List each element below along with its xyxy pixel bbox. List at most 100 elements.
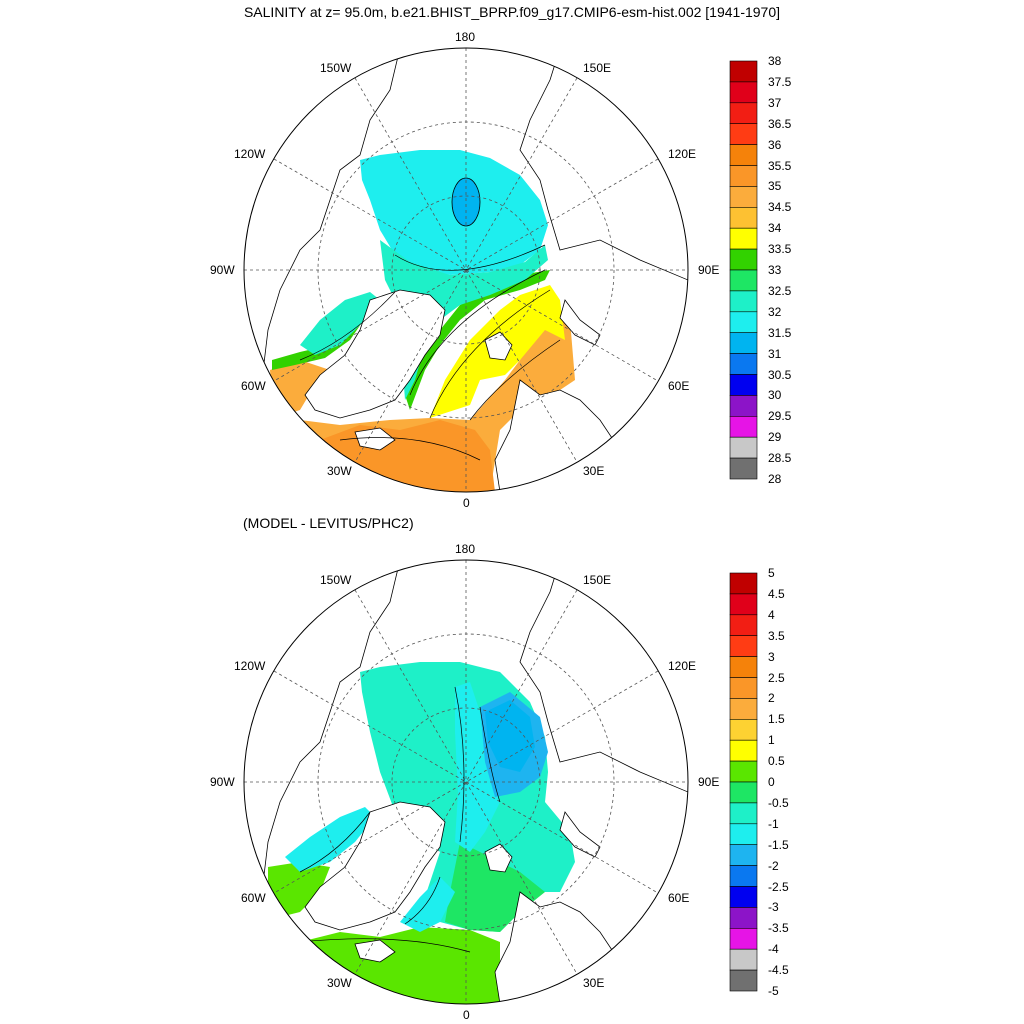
difference-colorbar-swatch-10 bbox=[729, 781, 758, 804]
novaya-zemlya-land bbox=[559, 811, 601, 858]
difference-polar-map bbox=[243, 559, 758, 1005]
baffin-green-band bbox=[272, 292, 410, 370]
label-90e: 90E bbox=[698, 263, 720, 277]
label-120e: 120E bbox=[668, 147, 697, 161]
salinity-colorbar-tick-label: 36 bbox=[768, 137, 782, 152]
salinity-colorbar-swatch-8 bbox=[729, 227, 758, 250]
difference-colorbar-swatch-4 bbox=[729, 656, 758, 678]
salinity-polar-map bbox=[243, 47, 758, 493]
contour-lines bbox=[299, 244, 561, 461]
difference-colorbar-swatch-16 bbox=[729, 907, 758, 929]
difference-colorbar-tick-label: 0 bbox=[768, 775, 775, 789]
difference-colorbar-tick-label: 3 bbox=[768, 649, 775, 664]
salinity-colorbar-swatch-14 bbox=[729, 353, 758, 375]
difference-colorbar-swatch-14 bbox=[729, 865, 758, 887]
salinity-colorbar-tick-label: 30.5 bbox=[768, 367, 792, 382]
salinity-colorbar-swatch-9 bbox=[729, 248, 758, 271]
salinity-colorbar-tick-label: 33 bbox=[768, 263, 782, 277]
salinity-colorbar-tick-label: 29.5 bbox=[768, 409, 792, 424]
difference-colorbar-swatch-19 bbox=[729, 969, 758, 992]
salinity-colorbar-swatch-0 bbox=[729, 60, 758, 83]
salinity-colorbar-swatch-13 bbox=[729, 332, 758, 354]
label-120w: 120W bbox=[234, 147, 266, 161]
salinity-colorbar-swatch-15 bbox=[729, 374, 758, 396]
difference-colorbar-swatch-11 bbox=[729, 802, 758, 825]
north-atlantic-darker-region bbox=[320, 420, 495, 492]
difference-colorbar-swatch-7 bbox=[729, 719, 758, 741]
map-boundary bbox=[243, 47, 689, 493]
iceland-land bbox=[354, 939, 396, 963]
difference-colorbar-tick-label: -2 bbox=[768, 858, 779, 873]
salinity-colorbar-tick-label: 31 bbox=[768, 346, 782, 361]
salinity-colorbar-tick-label: 37 bbox=[768, 95, 782, 110]
difference-colorbar-swatch-8 bbox=[729, 739, 758, 762]
salinity-colorbar-swatch-10 bbox=[729, 269, 758, 292]
salinity-colorbar-swatch-2 bbox=[729, 102, 758, 125]
salinity-colorbar-swatch-3 bbox=[729, 123, 758, 145]
difference-colorbar-tick-label: 0.5 bbox=[768, 754, 785, 769]
difference-colorbar-tick-label: -3 bbox=[768, 900, 779, 915]
salinity-colorbar-tick-label: 31.5 bbox=[768, 325, 792, 340]
svalbard-land bbox=[484, 843, 513, 873]
difference-colorbar-swatch-1 bbox=[729, 593, 758, 616]
salinity-colorbar-swatch-19 bbox=[729, 457, 758, 480]
salinity-colorbar-swatch-16 bbox=[729, 395, 758, 417]
difference-colorbar-tick-label: -1.5 bbox=[768, 837, 789, 852]
graticule bbox=[244, 48, 688, 492]
difference-colorbar-tick-label: -5 bbox=[768, 984, 779, 998]
difference-colorbar-tick-label: -4.5 bbox=[768, 963, 789, 978]
salinity-colorbar-tick-label: 35 bbox=[768, 179, 782, 194]
contour-lines bbox=[299, 686, 501, 953]
salinity-map-panel: 180 0 90W 90E 150W 120W 150E 120E 60W 30… bbox=[0, 0, 1024, 510]
salinity-colorbar-tick-label: 30 bbox=[768, 388, 782, 403]
difference-colorbar-swatch-5 bbox=[729, 677, 758, 699]
label-150w: 150W bbox=[320, 61, 352, 75]
salinity-colorbar-tick-label: 36.5 bbox=[768, 116, 792, 131]
svalbard-land bbox=[484, 331, 513, 361]
salinity-colorbar-swatch-12 bbox=[729, 311, 758, 333]
salinity-colorbar-tick-label: 32 bbox=[768, 304, 782, 319]
eurasian-basin-aqua-region bbox=[380, 240, 548, 400]
difference-colorbar-tick-label: 2 bbox=[768, 691, 775, 706]
greenland-land bbox=[304, 801, 446, 931]
iceland-land bbox=[354, 427, 396, 451]
beaufort-gyre-low-core bbox=[451, 177, 481, 227]
label-150w: 150W bbox=[320, 573, 352, 587]
salinity-colorbar-tick-label: 28 bbox=[768, 472, 782, 486]
difference-colorbar-swatch-15 bbox=[729, 886, 758, 908]
salinity-colorbar-tick-label: 34.5 bbox=[768, 200, 792, 215]
salinity-colorbar bbox=[729, 60, 758, 480]
difference-colorbar-swatch-18 bbox=[729, 948, 758, 971]
label-30e: 30E bbox=[583, 976, 605, 990]
label-120e: 120E bbox=[668, 659, 697, 673]
labrador-green-region bbox=[268, 862, 330, 917]
salinity-colorbar-tick-label: 35.5 bbox=[768, 158, 792, 173]
difference-colorbar-swatch-17 bbox=[729, 927, 758, 950]
label-90e: 90E bbox=[698, 775, 720, 789]
label-30e: 30E bbox=[583, 464, 605, 478]
salinity-colorbar-tick-label: 32.5 bbox=[768, 283, 792, 298]
difference-colorbar-tick-label: -0.5 bbox=[768, 795, 789, 810]
difference-colorbar-swatch-12 bbox=[729, 823, 758, 845]
difference-colorbar-tick-label: 4.5 bbox=[768, 586, 785, 601]
label-180: 180 bbox=[455, 30, 476, 44]
difference-colorbar-swatch-0 bbox=[729, 572, 758, 595]
salinity-colorbar-tick-label: 34 bbox=[768, 221, 782, 236]
difference-colorbar-swatch-13 bbox=[729, 844, 758, 866]
greenland-land bbox=[304, 289, 446, 419]
salinity-difference-panel: 180 0 90W 90E 150W 120W 150E 120E 60W 30… bbox=[0, 512, 1024, 1024]
salinity-colorbar-swatch-11 bbox=[729, 290, 758, 313]
difference-colorbar bbox=[729, 572, 758, 992]
label-60e: 60E bbox=[668, 379, 690, 393]
difference-colorbar-swatch-9 bbox=[729, 760, 758, 783]
difference-colorbar-tick-label: 4 bbox=[768, 607, 775, 622]
canadian-archipelago-aqua bbox=[300, 292, 380, 355]
graticule bbox=[244, 560, 688, 1004]
novaya-zemlya-land bbox=[559, 299, 601, 346]
label-60w: 60W bbox=[241, 379, 266, 393]
difference-colorbar-tick-label: -4 bbox=[768, 942, 779, 957]
label-90w: 90W bbox=[210, 775, 235, 789]
salinity-colorbar-tick-label: 28.5 bbox=[768, 451, 792, 466]
difference-subtitle: (MODEL - LEVITUS/PHC2) bbox=[243, 515, 414, 531]
label-30w: 30W bbox=[327, 464, 352, 478]
